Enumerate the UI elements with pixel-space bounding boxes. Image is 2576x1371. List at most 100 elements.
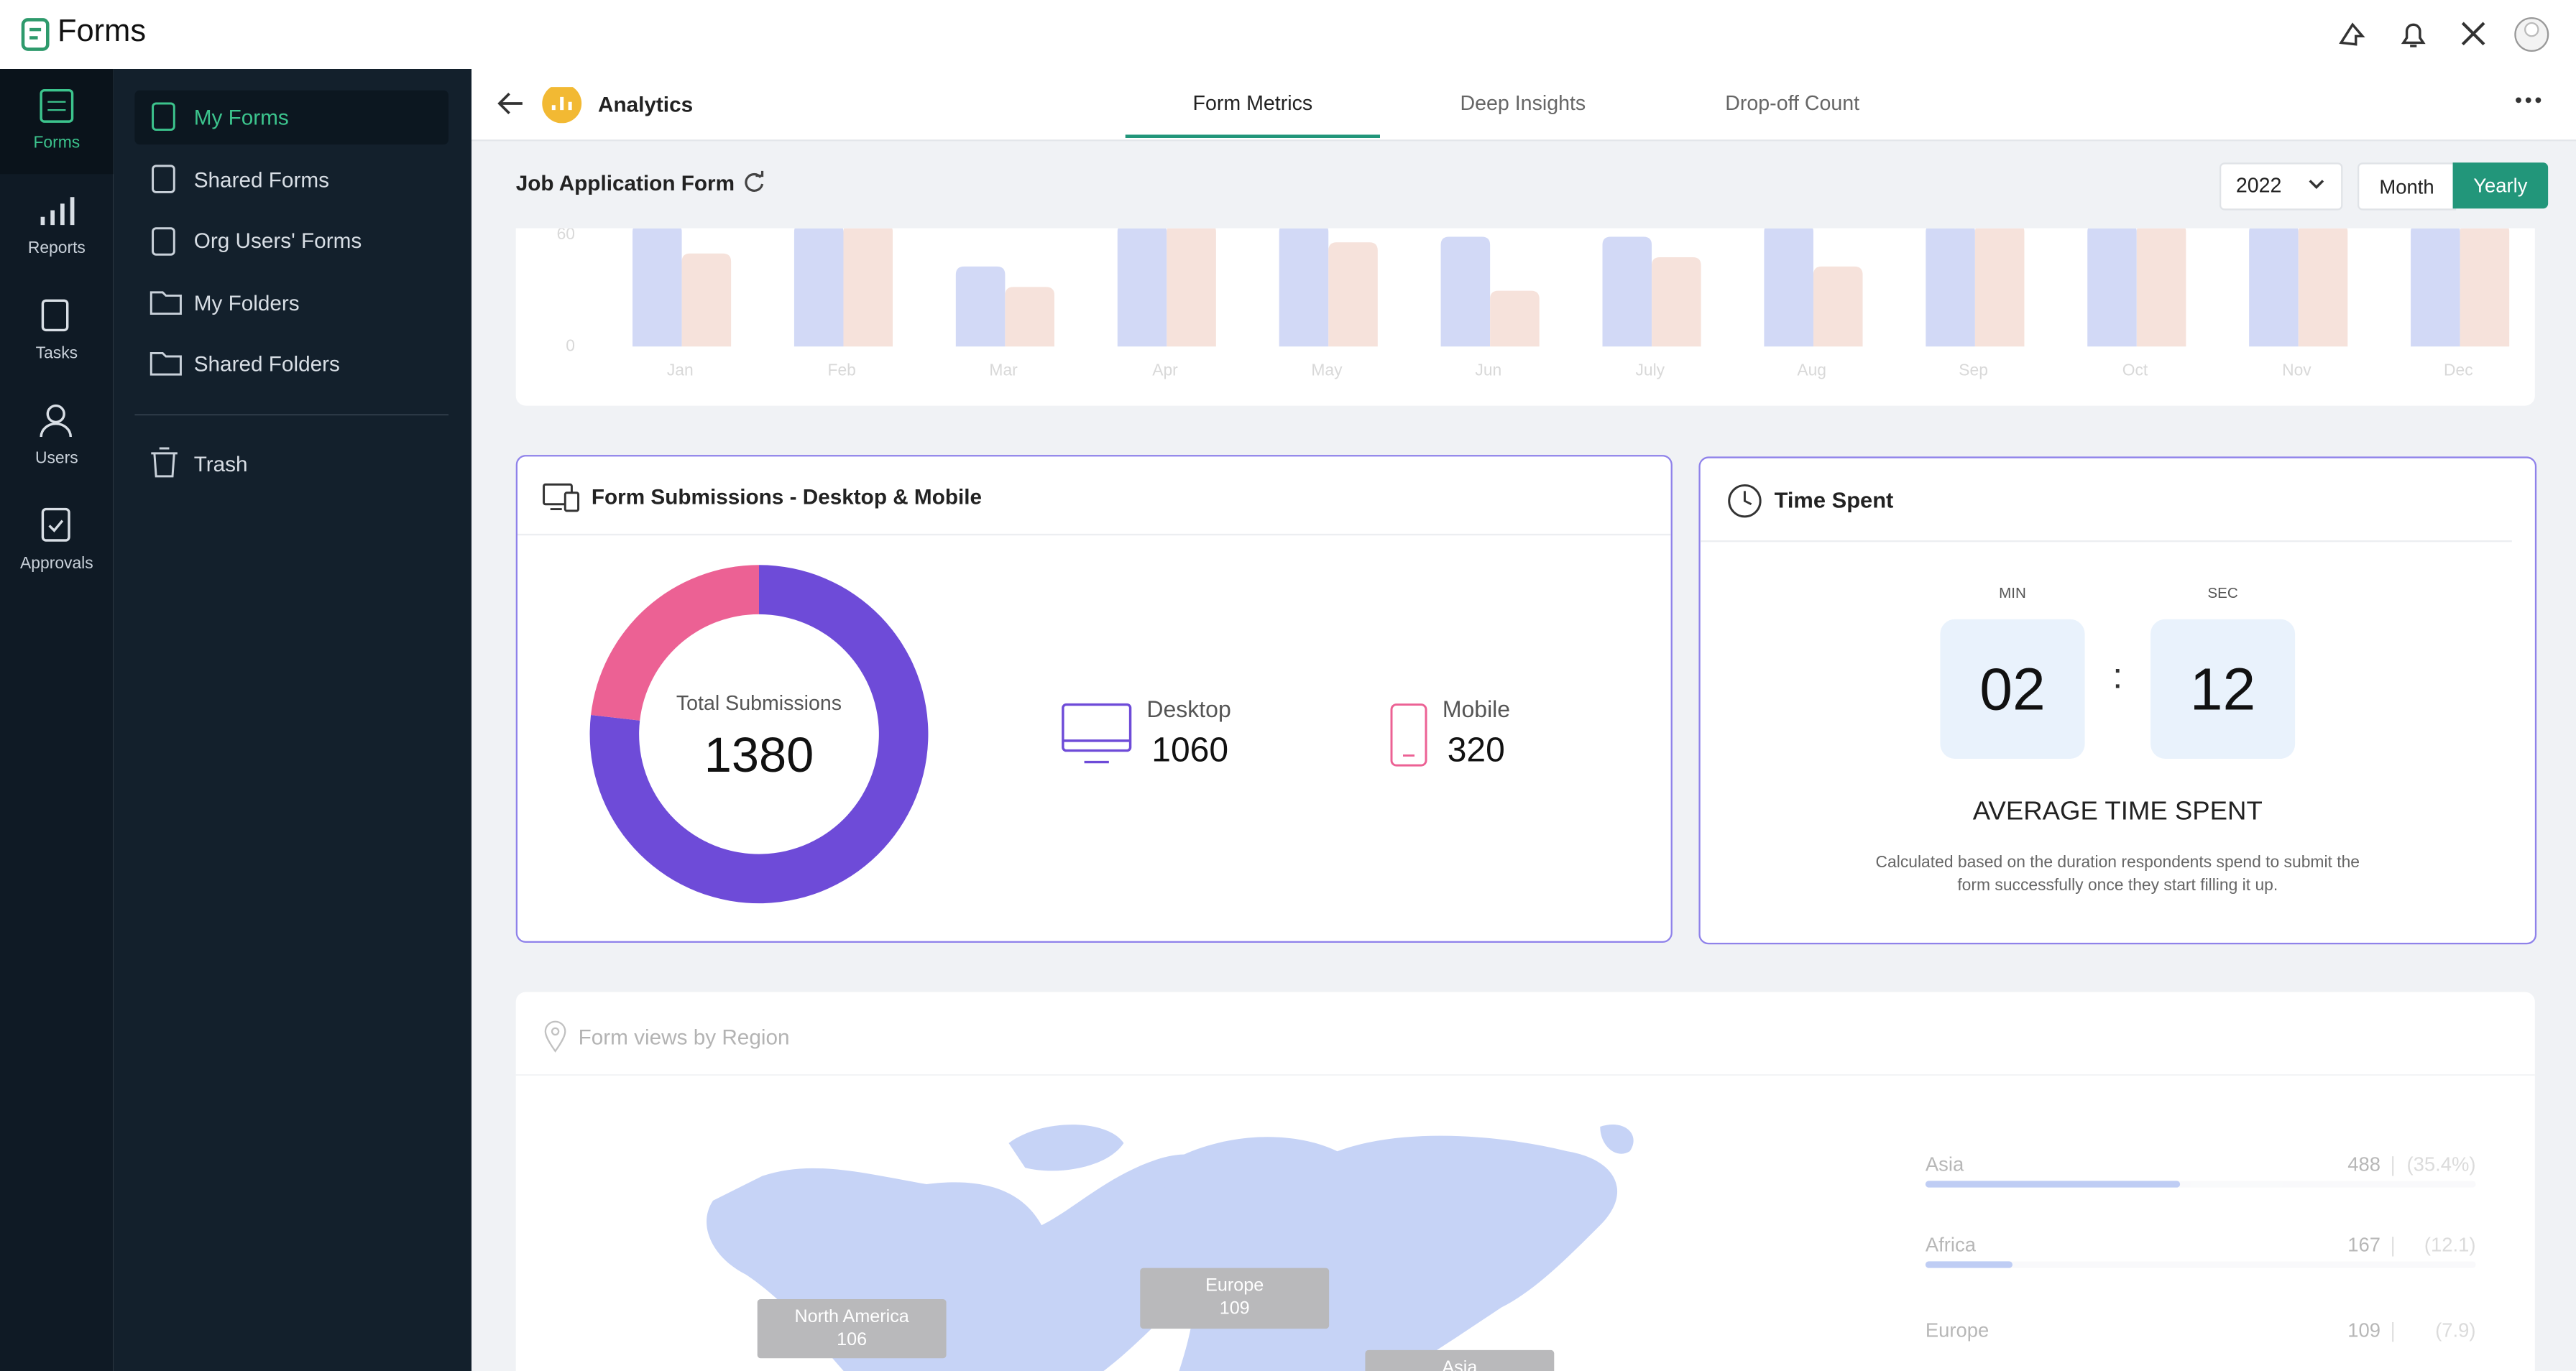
bar	[1440, 236, 1491, 347]
app-name: Forms	[57, 14, 147, 50]
app-header: Forms	[0, 0, 2576, 71]
region-bar	[1925, 1181, 2181, 1188]
submissions-chart: Total Submissions 1380 Desktop 1060 Mobile 32…	[589, 565, 1510, 904]
year-select[interactable]: 2022	[2219, 162, 2343, 211]
region-card: Form views by Region North America 106 E…	[515, 992, 2535, 1371]
bar	[2249, 228, 2299, 347]
monthly-chart-card: 0 60 Jan Feb Mar Apr May Jun July Aug Sep Oct Nov Dec	[515, 228, 2535, 406]
period-label: Yearly	[2473, 174, 2528, 198]
bar	[1328, 242, 1378, 347]
region-bar	[1925, 1261, 2013, 1268]
region-list: Asia 488 (35.4%) Africa 167 (12.1) Europe 109 (7…	[1925, 1153, 2476, 1371]
tab[interactable]: Drop-off Count	[1725, 91, 1860, 115]
rail-item[interactable]: Reports	[27, 239, 86, 258]
time-card: Time Spent MIN SEC 02 : 12 AVERAGE TIME …	[1698, 456, 2537, 945]
x-tick-label: Dec	[2444, 361, 2473, 379]
desktop-icon	[1062, 703, 1132, 752]
devices-icon	[543, 483, 580, 512]
rail-item[interactable]: Tasks	[35, 344, 78, 364]
region-sep	[2391, 1237, 2394, 1257]
seconds-box: 12	[2150, 619, 2296, 759]
sidebar-item[interactable]: Trash	[193, 451, 248, 476]
time-caption: AVERAGE TIME SPENT	[1972, 798, 2263, 826]
region-value: 167	[2347, 1233, 2380, 1257]
bar	[1813, 266, 1863, 347]
donut-slice	[591, 565, 759, 721]
region-track	[1925, 1181, 2476, 1188]
total-value: 1380	[704, 727, 814, 783]
rail-icons	[40, 88, 75, 542]
bar	[2411, 228, 2460, 347]
bar	[2298, 228, 2348, 347]
rail-item[interactable]: Forms	[33, 134, 80, 153]
region-share: (7.9)	[2435, 1319, 2476, 1342]
time-separator: :	[2112, 655, 2123, 697]
card-title: Form Submissions - Desktop & Mobile	[591, 484, 983, 509]
clock-icon	[1728, 484, 1762, 518]
bar	[1117, 228, 1167, 347]
sidebar-item[interactable]: Org Users' Forms	[193, 228, 362, 253]
submissions-card: Form Submissions - Desktop & Mobile Tota…	[515, 455, 1673, 943]
x-tick-label: Mar	[989, 361, 1018, 379]
x-tick-label: Feb	[828, 361, 856, 379]
card-divider	[517, 533, 1671, 536]
bar	[632, 228, 682, 347]
sidebar-item[interactable]: Shared Folders	[193, 351, 340, 377]
mobile-icon	[1390, 703, 1427, 767]
region-sep	[2391, 1156, 2394, 1176]
bar	[2136, 228, 2186, 347]
back-and-icon[interactable]	[496, 87, 594, 124]
map-tooltip-value: 109	[1219, 1298, 1250, 1319]
card-divider	[1700, 540, 2512, 543]
period-button[interactable]: Month	[2357, 162, 2457, 211]
bar	[1167, 228, 1216, 347]
year-value: 2022	[2235, 174, 2282, 198]
bar	[1974, 228, 2025, 347]
sidebar-item[interactable]: My Folders	[193, 290, 300, 315]
period-button-active[interactable]: Yearly	[2452, 162, 2549, 209]
x-tick-label: Apr	[1152, 361, 1178, 379]
region-value: 488	[2347, 1153, 2380, 1176]
card-divider	[515, 1074, 2535, 1076]
bar	[955, 266, 1006, 347]
map-tooltip: Europe 109	[1140, 1268, 1330, 1329]
region-share: (12.1)	[2424, 1233, 2476, 1257]
region-name: Europe	[1925, 1319, 1990, 1342]
sidebar-item[interactable]: Shared Forms	[193, 167, 329, 193]
refresh-icon[interactable]	[742, 170, 765, 194]
bar	[843, 228, 893, 347]
header-icons[interactable]	[2333, 17, 2563, 52]
bar	[1926, 228, 1975, 347]
x-tick-label: July	[1635, 361, 1665, 379]
rail-item[interactable]: Users	[34, 450, 78, 468]
x-tick-label: Jun	[1475, 361, 1501, 379]
card-title: Form views by Region	[578, 1025, 790, 1050]
bar-chart: 0 60 Jan Feb Mar Apr May Jun July Aug Sep Oct Nov Dec	[557, 228, 2510, 379]
minutes: 02	[1979, 655, 2046, 723]
time-description: form successfully once they start fillin…	[1957, 877, 2278, 895]
x-tick-label: Oct	[2122, 361, 2148, 379]
form-name: Job Application Form	[515, 170, 735, 195]
sec-label: SEC	[2207, 584, 2238, 601]
x-tick-label: May	[1311, 361, 1343, 379]
pin-icon	[544, 1020, 566, 1053]
bar	[2460, 228, 2510, 347]
x-tick-label: Jan	[667, 361, 694, 379]
x-tick-label: Aug	[1797, 361, 1826, 379]
region-name: Africa	[1925, 1233, 1976, 1257]
map-tooltip: North America 106	[757, 1298, 947, 1359]
tab[interactable]: Form Metrics	[1192, 91, 1313, 115]
sidebar-item[interactable]: My Forms	[193, 105, 289, 130]
sidebar	[113, 68, 472, 1371]
legend-value: 1060	[1151, 731, 1228, 770]
region-row: Asia 488 (35.4%)	[1925, 1153, 2476, 1203]
sidebar-divider	[134, 413, 448, 416]
seconds: 12	[2189, 655, 2256, 723]
more-menu[interactable]	[2513, 96, 2543, 106]
tab[interactable]: Deep Insights	[1460, 91, 1586, 115]
y-tick-label: 60	[557, 228, 575, 243]
legend-label: Mobile	[1443, 696, 1510, 722]
rail-item[interactable]: Approvals	[20, 555, 93, 573]
y-tick-label: 0	[566, 336, 575, 354]
